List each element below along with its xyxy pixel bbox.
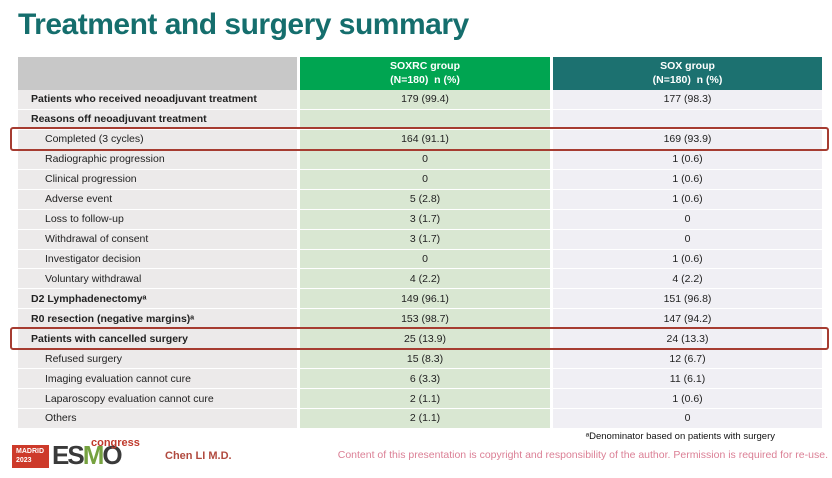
summary-table: SOXRC group (N=180) n (%) SOX group (N=1… [10,57,829,429]
sox-value: 11 (6.1) [553,369,822,390]
table-row: Radiographic progression 0 1 (0.6) [18,149,822,170]
soxrc-value: 15 (8.3) [300,349,553,370]
table-header-row: SOXRC group (N=180) n (%) SOX group (N=1… [18,57,822,90]
table-row: Withdrawal of consent 3 (1.7) 0 [18,229,822,250]
congress-label: congress [91,437,140,449]
soxrc-value: 153 (98.7) [300,309,553,330]
soxrc-group-name: SOXRC group [390,59,460,72]
sox-value: 177 (98.3) [553,90,822,110]
soxrc-value: 3 (1.7) [300,209,553,230]
soxrc-value: 3 (1.7) [300,229,553,250]
soxrc-value: 5 (2.8) [300,189,553,210]
table-row: Laparoscopy evaluation cannot cure 2 (1.1… [18,389,822,409]
slide-title: Treatment and surgery summary [18,8,469,41]
row-label: Imaging evaluation cannot cure [18,369,300,390]
badge-year: 2023 [16,456,32,464]
esmo-letters-es: ES [52,440,85,470]
row-label: Reasons off neoadjuvant treatment [18,109,300,130]
table-row: D2 Lymphadenectomyᵃ 149 (96.1) 151 (96.8) [18,289,822,310]
esmo-letter-m: M [82,440,105,470]
row-label: Refused surgery [18,349,300,370]
soxrc-value: 4 (2.2) [300,269,553,290]
row-label: Others [18,409,300,429]
row-label: Adverse event [18,189,300,210]
badge-city: MADRID [16,448,44,456]
esmo-congress-logo: MADRID 2023 ESMO congress [12,436,152,474]
row-label: Clinical progression [18,169,300,190]
sox-value: 151 (96.8) [553,289,822,310]
header-soxrc-group: SOXRC group (N=180) n (%) [300,57,553,90]
table-row: Loss to follow-up 3 (1.7) 0 [18,209,822,230]
row-label: Patients who received neoadjuvant treatm… [18,90,300,110]
sox-group-name: SOX group [660,59,715,72]
sox-value: 12 (6.7) [553,349,822,370]
sox-value: 1 (0.6) [553,149,822,170]
row-label: R0 resection (negative margins)ᵃ [18,309,300,330]
sox-value: 0 [553,409,822,429]
soxrc-group-n: (N=180) n (%) [390,73,460,86]
soxrc-value: 2 (1.1) [300,409,553,429]
table-row: Reasons off neoadjuvant treatment [18,109,822,130]
table-row: R0 resection (negative margins)ᵃ 153 (98.… [18,309,822,330]
row-label: Laparoscopy evaluation cannot cure [18,389,300,409]
table-row: Patients who received neoadjuvant treatm… [18,90,822,110]
sox-value: 4 (2.2) [553,269,822,290]
soxrc-value: 6 (3.3) [300,369,553,390]
sox-value: 1 (0.6) [553,189,822,210]
sox-value: 169 (93.9) [553,129,822,150]
sox-value: 1 (0.6) [553,389,822,409]
table-row: Others 2 (1.1) 0 [18,409,822,429]
author-name: Chen LI M.D. [165,450,232,462]
header-empty-cell [18,57,300,90]
sox-value: 1 (0.6) [553,169,822,190]
soxrc-value: 0 [300,169,553,190]
denominator-footnote: ᵃDenominator based on patients with surg… [585,431,775,442]
sox-value: 1 (0.6) [553,249,822,270]
soxrc-value: 0 [300,249,553,270]
sox-group-n: (N=180) n (%) [652,73,723,86]
row-label: Voluntary withdrawal [18,269,300,290]
soxrc-value: 0 [300,149,553,170]
soxrc-value [300,109,553,130]
row-label: D2 Lymphadenectomyᵃ [18,289,300,310]
table-row: Refused surgery 15 (8.3) 12 (6.7) [18,349,822,370]
table-row: Adverse event 5 (2.8) 1 (0.6) [18,189,822,210]
sox-value: 24 (13.3) [553,329,822,350]
esmo-wordmark: ESMO [52,440,123,471]
table-row: Investigator decision 0 1 (0.6) [18,249,822,270]
row-label: Patients with cancelled surgery [18,329,300,350]
header-sox-group: SOX group (N=180) n (%) [553,57,822,90]
soxrc-value: 164 (91.1) [300,129,553,150]
row-label: Radiographic progression [18,149,300,170]
soxrc-value: 179 (99.4) [300,90,553,110]
soxrc-value: 25 (13.9) [300,329,553,350]
table-row: Patients with cancelled surgery 25 (13.9)… [10,326,829,351]
madrid-2023-badge: MADRID 2023 [12,445,49,468]
table-row: Voluntary withdrawal 4 (2.2) 4 (2.2) [18,269,822,290]
row-label: Investigator decision [18,249,300,270]
row-label: Loss to follow-up [18,209,300,230]
table-row: Imaging evaluation cannot cure 6 (3.3) 11 … [18,369,822,390]
soxrc-value: 2 (1.1) [300,389,553,409]
sox-value [553,109,822,130]
table-row: Completed (3 cycles) 164 (91.1) 169 (93.9) [10,127,829,151]
table-row: Clinical progression 0 1 (0.6) [18,169,822,190]
sox-value: 0 [553,209,822,230]
soxrc-value: 149 (96.1) [300,289,553,310]
row-label: Completed (3 cycles) [18,129,300,150]
sox-value: 0 [553,229,822,250]
row-label: Withdrawal of consent [18,229,300,250]
table-body: Patients who received neoadjuvant treatm… [10,90,829,429]
sox-value: 147 (94.2) [553,309,822,330]
esmo-letter-o: O [102,440,122,470]
copyright-notice: Content of this presentation is copyrigh… [337,449,828,461]
